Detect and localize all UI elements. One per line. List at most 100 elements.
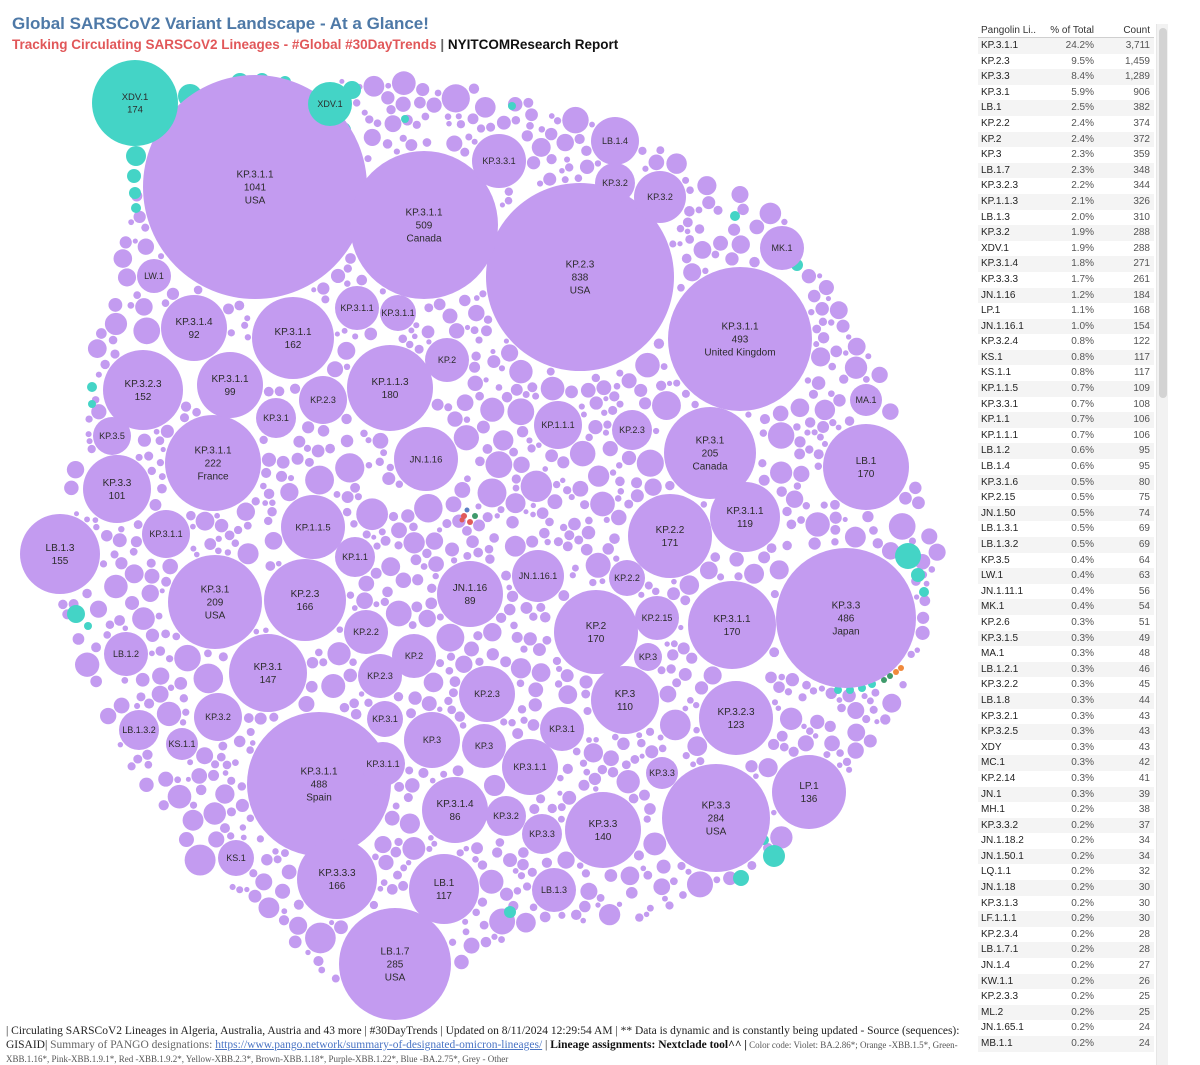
- bubble-small[interactable]: [487, 355, 501, 369]
- bubble-small[interactable]: [568, 517, 581, 531]
- bubble-small[interactable]: [382, 139, 393, 149]
- bubble-small[interactable]: [666, 664, 676, 674]
- bubble-small[interactable]: [804, 377, 812, 384]
- bubble-small[interactable]: [386, 883, 398, 895]
- table-row[interactable]: LB.1.2 0.6% 95: [978, 443, 1154, 460]
- bubble-small[interactable]: [445, 542, 460, 557]
- bubble-small[interactable]: [928, 543, 946, 561]
- bubble-small[interactable]: [631, 477, 643, 489]
- bubble-small[interactable]: [828, 319, 835, 326]
- table-row[interactable]: KP.2.3 9.5% 1,459: [978, 54, 1154, 70]
- bubble-small[interactable]: [723, 871, 737, 886]
- bubble-small[interactable]: [589, 121, 595, 128]
- bubble-small[interactable]: [256, 835, 265, 843]
- bubble-small[interactable]: [504, 196, 513, 205]
- footer-pango-link[interactable]: https://www.pango.network/summary-of-des…: [215, 1039, 543, 1051]
- bubble-small[interactable]: [304, 457, 314, 467]
- bubble-small[interactable]: [882, 403, 899, 420]
- table-row[interactable]: KP.1.1.3 2.1% 326: [978, 193, 1154, 210]
- bubble-small[interactable]: [190, 523, 196, 530]
- bubble-small[interactable]: [693, 241, 712, 259]
- bubble-small[interactable]: [235, 798, 249, 813]
- bubble-small[interactable]: [103, 631, 111, 639]
- bubble-small[interactable]: [555, 665, 563, 673]
- bubble-small[interactable]: [664, 641, 670, 647]
- bubble-small[interactable]: [593, 786, 599, 792]
- bubble-small[interactable]: [254, 712, 267, 725]
- bubble-small[interactable]: [785, 672, 800, 687]
- bubble-small[interactable]: [321, 673, 346, 698]
- bubble-small[interactable]: [544, 538, 551, 546]
- bubble-small[interactable]: [395, 96, 411, 112]
- bubble-small[interactable]: [579, 900, 591, 913]
- bubble-small[interactable]: [485, 554, 495, 564]
- bubble-small[interactable]: [667, 587, 680, 601]
- bubble-small[interactable]: [562, 763, 573, 774]
- bubble-small[interactable]: [133, 210, 146, 223]
- bubble-small[interactable]: [643, 815, 651, 823]
- bubble-small[interactable]: [249, 740, 256, 746]
- bubble-small[interactable]: [522, 882, 532, 891]
- bubble-small[interactable]: [671, 578, 677, 585]
- bubble-small[interactable]: [280, 483, 299, 502]
- bubble-small[interactable]: [522, 390, 530, 399]
- bubble-accent[interactable]: [881, 677, 887, 683]
- bubble-small[interactable]: [385, 82, 392, 89]
- bubble-small[interactable]: [681, 389, 690, 398]
- bubble-small[interactable]: [394, 541, 403, 550]
- bubble-small[interactable]: [749, 219, 765, 235]
- bubble-small[interactable]: [713, 235, 729, 251]
- bubble-small[interactable]: [364, 327, 378, 341]
- bubble-small[interactable]: [174, 677, 188, 690]
- bubble-small[interactable]: [352, 99, 361, 107]
- bubble-circle[interactable]: [486, 183, 674, 371]
- bubble-small[interactable]: [571, 909, 582, 921]
- bubble-small[interactable]: [340, 434, 354, 448]
- bubble-small[interactable]: [597, 764, 608, 775]
- bubble-small[interactable]: [269, 499, 276, 507]
- bubble-small[interactable]: [882, 693, 902, 713]
- bubble-small[interactable]: [469, 361, 481, 373]
- bubble-small[interactable]: [765, 671, 777, 684]
- bubble-small[interactable]: [477, 478, 507, 508]
- bubble-small[interactable]: [495, 838, 505, 847]
- bubble-kp-2-3[interactable]: KP.2.3: [299, 376, 347, 424]
- bubble-small[interactable]: [231, 539, 240, 547]
- bubble-circle[interactable]: [252, 297, 334, 379]
- bubble-small[interactable]: [660, 363, 668, 370]
- bubble-small[interactable]: [667, 649, 679, 661]
- bubble-small[interactable]: [405, 340, 414, 349]
- bubble-small[interactable]: [798, 693, 807, 702]
- bubble-small[interactable]: [536, 180, 544, 187]
- bubble-small[interactable]: [801, 723, 807, 730]
- bubble-small[interactable]: [844, 416, 855, 426]
- bubble-circle[interactable]: [358, 654, 402, 698]
- bubble-small[interactable]: [613, 555, 620, 562]
- bubble-small[interactable]: [442, 519, 452, 529]
- bubble-small[interactable]: [557, 456, 570, 469]
- bubble-small[interactable]: [293, 899, 304, 910]
- bubble-small[interactable]: [373, 119, 382, 128]
- bubble-small[interactable]: [602, 543, 614, 555]
- bubble-small[interactable]: [147, 466, 156, 476]
- bubble-small[interactable]: [578, 779, 590, 791]
- bubble-circle[interactable]: [83, 455, 151, 523]
- bubble-small[interactable]: [233, 525, 243, 535]
- bubble-small[interactable]: [585, 552, 611, 578]
- bubble-small[interactable]: [818, 317, 828, 326]
- bubble-small[interactable]: [811, 347, 831, 367]
- bubble-small[interactable]: [545, 517, 554, 527]
- bubble-small[interactable]: [869, 705, 878, 714]
- bubble-circle[interactable]: [142, 510, 190, 558]
- table-row[interactable]: KP.3.3.1 0.7% 108: [978, 397, 1154, 413]
- bubble-small[interactable]: [335, 453, 365, 483]
- bubble-small[interactable]: [702, 196, 716, 210]
- bubble-circle[interactable]: [299, 376, 347, 424]
- bubble-small[interactable]: [158, 253, 165, 260]
- bubble-small[interactable]: [657, 666, 666, 675]
- bubble-small[interactable]: [504, 535, 526, 557]
- bubble-small[interactable]: [829, 301, 848, 320]
- bubble-small[interactable]: [616, 901, 623, 907]
- bubble-small[interactable]: [275, 883, 291, 899]
